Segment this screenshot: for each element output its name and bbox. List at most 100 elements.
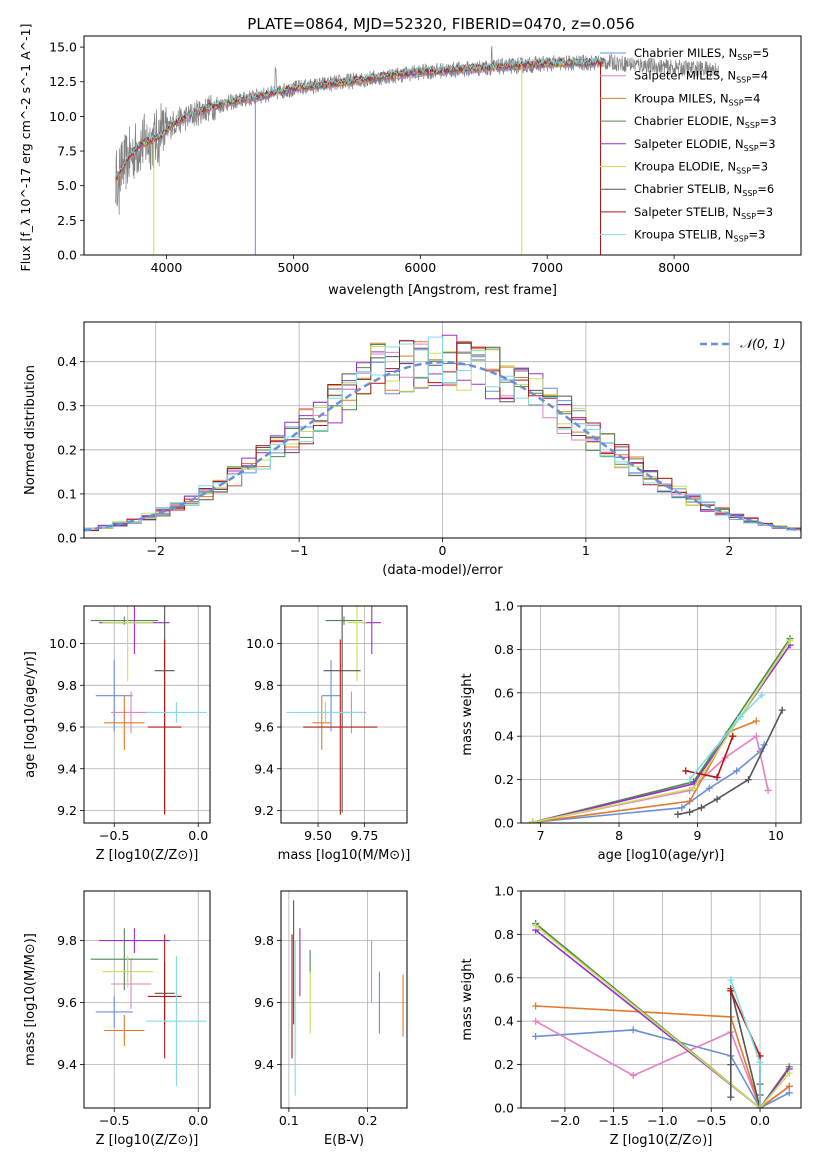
- y-tick-label: 9.8: [57, 933, 77, 948]
- series-point: [686, 797, 694, 805]
- legend-entry-tail: =3: [751, 160, 768, 174]
- series-point: [744, 776, 752, 784]
- model-spectrum-line: [115, 56, 605, 178]
- y-tick-label: 0.1: [57, 486, 77, 501]
- legend-entry: Salpeter STELIB, NSSP=3: [634, 205, 773, 221]
- y-tick-label: 9.4: [57, 1057, 77, 1072]
- legend-entry-tail: =5: [752, 46, 769, 60]
- series-point: [705, 784, 713, 792]
- x-tick-label: 7000: [531, 260, 563, 275]
- x-tick-label: 10: [768, 828, 784, 843]
- legend-entry-label: Salpeter MILES, N: [634, 69, 736, 83]
- y-tick-label: 0.3: [57, 398, 77, 413]
- x-tick-label: 9: [693, 828, 701, 843]
- series-line: [685, 735, 734, 779]
- x-tick-label: −2: [146, 543, 164, 558]
- y-tick-label: 1.0: [494, 599, 514, 614]
- series-point: [764, 786, 772, 794]
- series-point: [727, 1061, 735, 1069]
- series-point: [713, 795, 721, 803]
- y-tick-label: 0.6: [494, 685, 514, 700]
- mass-vs-Z-plot-area: [84, 891, 210, 1108]
- series-line: [532, 720, 757, 823]
- y-tick-label: 10.0: [49, 636, 77, 651]
- legend-entry-label: Chabrier STELIB, N: [634, 182, 742, 196]
- series-point: [629, 1071, 637, 1079]
- legend-entry: Chabrier STELIB, NSSP=6: [634, 182, 774, 198]
- y-tick-label: 0.8: [494, 927, 514, 942]
- series-point: [785, 1089, 793, 1097]
- spectrum-panel: 4000 5000 6000 7000 8000 0.0 2.5 5.0 7.5 10.0 12.5…: [18, 24, 802, 298]
- series-point: [752, 717, 760, 725]
- legend-entry-subscript: SSP: [744, 144, 759, 153]
- series-point: [532, 922, 540, 930]
- legend-entry-label: Chabrier ELODIE, N: [634, 114, 745, 128]
- series-point: [737, 713, 745, 721]
- mass-vs-Z-panel: −0.5 0.0 9.4 9.6 9.8 Z [log10(Z/Z⊙)] mass [log…: [23, 890, 211, 1148]
- legend-entry-label: Chabrier MILES, N: [634, 46, 737, 60]
- legend-entry-subscript: SSP: [745, 121, 760, 130]
- y-tick-label: 0.2: [494, 1057, 514, 1072]
- y-tick-label: 9.2: [57, 803, 77, 818]
- x-tick-label: −0.5: [696, 1113, 726, 1128]
- y-tick-label: 15.0: [49, 40, 77, 55]
- y-tick-label: 9.6: [254, 995, 274, 1010]
- histogram-series: [84, 336, 801, 531]
- series-point: [690, 784, 698, 792]
- series-line: [532, 744, 765, 823]
- legend-entry-tail: =4: [744, 91, 761, 105]
- x-tick-label: 4000: [151, 260, 183, 275]
- y-tick-label: 0.6: [494, 970, 514, 985]
- series-point: [532, 1032, 540, 1040]
- y-tick-label: 0.4: [494, 1014, 514, 1029]
- legend-entry: Chabrier MILES, NSSP=5: [634, 46, 769, 62]
- x-tick-label: 9.50: [304, 828, 332, 843]
- series-point: [785, 1069, 793, 1077]
- y-tick-label: 0.8: [494, 642, 514, 657]
- legend-entry-subscript: SSP: [737, 53, 752, 62]
- mass-weight-vs-Z-plot-area: [521, 891, 801, 1108]
- y-tick-label: 9.6: [57, 995, 77, 1010]
- x-tick-label: 6000: [404, 260, 436, 275]
- legend-entry: Kroupa STELIB, NSSP=3: [634, 228, 765, 244]
- y-tick-label: 9.2: [254, 803, 274, 818]
- y-tick-label: 0.0: [57, 531, 77, 546]
- x-tick-label: −1: [290, 543, 308, 558]
- age-vs-Z-panel: −0.5 0.0 9.2 9.4 9.6 9.8 10.0 Z [log10(Z/Z⊙)] ag…: [23, 605, 211, 863]
- x-tick-label: 1: [582, 543, 590, 558]
- y-tick-label: 9.4: [57, 761, 77, 776]
- legend-entry-label: Kroupa STELIB, N: [634, 228, 734, 242]
- series-point: [629, 1026, 637, 1034]
- residuals-panel: −2 −1 0 1 2 0.0 0.1 0.2 0.3 0.4 (data-model)/error…: [23, 321, 802, 578]
- legend-entry: Kroupa ELODIE, NSSP=3: [634, 160, 768, 176]
- mass-vs-ebv-plot-area: [281, 891, 407, 1108]
- y-tick-label: 5.0: [57, 178, 77, 193]
- series-point: [682, 767, 690, 775]
- y-tick-label: 10.0: [246, 636, 274, 651]
- series-point: [752, 732, 760, 740]
- mass-vs-ebv-frame: [280, 890, 408, 1109]
- legend-entry-tail: =3: [759, 137, 776, 151]
- y-tick-label: 9.4: [254, 1057, 274, 1072]
- residuals-plot-area: [84, 322, 801, 538]
- legend-entry-label: 𝒩(0, 1): [740, 336, 786, 351]
- figure-title: PLATE=0864, MJD=52320, FIBERID=0470, z=0…: [247, 15, 634, 33]
- mass-weight-vs-age-xlabel: age [log10(age/yr)]: [598, 848, 725, 863]
- x-tick-label: 8: [615, 828, 623, 843]
- gaussian-curve: [84, 360, 801, 532]
- residuals-ylabel: Normed distribution: [23, 365, 38, 495]
- y-tick-label: 9.8: [254, 933, 274, 948]
- series-point: [733, 767, 741, 775]
- y-tick-label: 0.2: [494, 772, 514, 787]
- series-line: [532, 640, 791, 823]
- y-tick-label: 0.4: [57, 354, 77, 369]
- series-point: [713, 773, 721, 781]
- spectrum-ylabel: Flux [f_λ 10^-17 erg cm^-2 s^-1 A^-1]: [18, 24, 33, 272]
- y-tick-label: 9.6: [57, 720, 77, 735]
- legend-entry-subscript: SSP: [736, 167, 751, 176]
- series-point: [785, 1082, 793, 1090]
- series-point: [758, 691, 766, 699]
- spectrum-plot-area: [115, 45, 719, 255]
- mass-weight-vs-age-plot-area: [521, 606, 801, 823]
